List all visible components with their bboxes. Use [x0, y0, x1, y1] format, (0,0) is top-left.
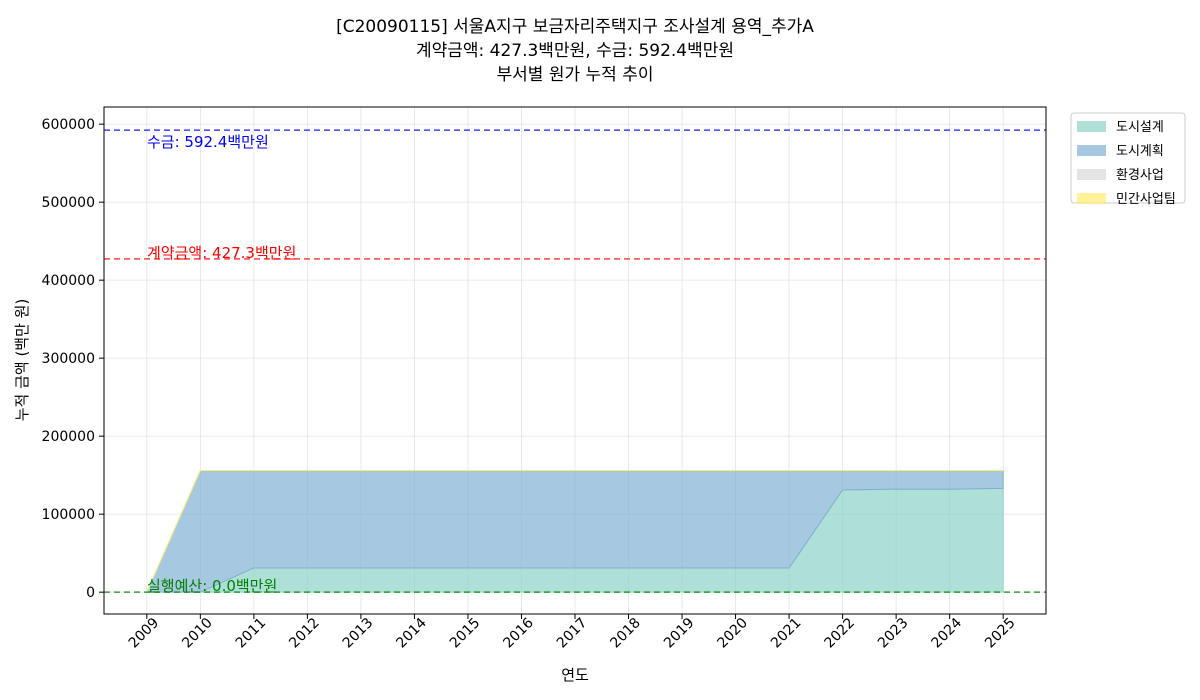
- series-areas: [146, 469, 1004, 593]
- y-tick-label: 200000: [42, 429, 95, 445]
- x-tick-label: 2024: [929, 615, 966, 652]
- x-tick-label: 2025: [982, 615, 1019, 652]
- x-tick-label: 2009: [126, 615, 163, 652]
- legend-swatch-3: [1077, 193, 1106, 204]
- legend-box: [1070, 112, 1186, 204]
- x-tick-label: 2016: [500, 615, 537, 652]
- legend-label-1: 도시계획: [1116, 144, 1164, 159]
- x-tick-label: 2012: [286, 615, 323, 652]
- axes: 2009 2010 2011 2012 2013 2014 2015 2016 2017 2018…: [13, 106, 1047, 684]
- x-tick-label: 2018: [607, 615, 644, 652]
- y-tick-label: 100000: [42, 507, 95, 523]
- x-tick-label: 2020: [714, 615, 751, 652]
- y-tick-label: 300000: [42, 351, 95, 367]
- legend-swatch-1: [1077, 145, 1106, 156]
- x-tick-label: 2010: [179, 615, 216, 652]
- x-tick-label: 2013: [340, 615, 377, 652]
- y-tick-label: 500000: [42, 195, 95, 211]
- x-axis-title: 연도: [561, 666, 589, 684]
- chart-title-line: [C20090115] 서울A지구 보금자리주택지구 조사설계 용역_추가A: [336, 17, 814, 37]
- y-axis-title: 누적 금액 (백만 원): [13, 299, 31, 422]
- x-tick-label: 2022: [822, 615, 859, 652]
- legend-label-0: 도시설계: [1116, 120, 1164, 135]
- x-tick-label: 2014: [393, 615, 430, 652]
- y-tick-label: 400000: [42, 273, 95, 289]
- x-tick-label: 2019: [661, 615, 698, 652]
- x-tick-label: 2023: [875, 615, 912, 652]
- reference-label-1: 계약금액: 427.3백만원: [147, 244, 296, 262]
- y-tick-label: 0: [86, 585, 95, 601]
- legend-swatch-0: [1077, 121, 1106, 132]
- chart-title-line: 계약금액: 427.3백만원, 수금: 592.4백만원: [416, 41, 734, 61]
- series-area-3: [146, 469, 1004, 593]
- x-tick-label: 2021: [768, 615, 805, 652]
- chart-title: [C20090115] 서울A지구 보금자리주택지구 조사설계 용역_추가A 계약…: [336, 17, 814, 85]
- y-tick-label: 600000: [42, 117, 95, 133]
- x-tick-label: 2011: [233, 615, 270, 652]
- x-tick-label: 2015: [447, 615, 484, 652]
- x-tick-label: 2017: [554, 615, 591, 652]
- chart-title-line: 부서별 원가 누적 추이: [497, 65, 654, 85]
- reference-label-2: 실행예산: 0.0백만원: [147, 577, 277, 595]
- legend-swatch-2: [1077, 169, 1106, 180]
- legend-label-2: 환경사업: [1116, 168, 1164, 183]
- reference-label-0: 수금: 592.4백만원: [147, 133, 269, 151]
- legend-label-3: 민간사업팀: [1116, 192, 1176, 207]
